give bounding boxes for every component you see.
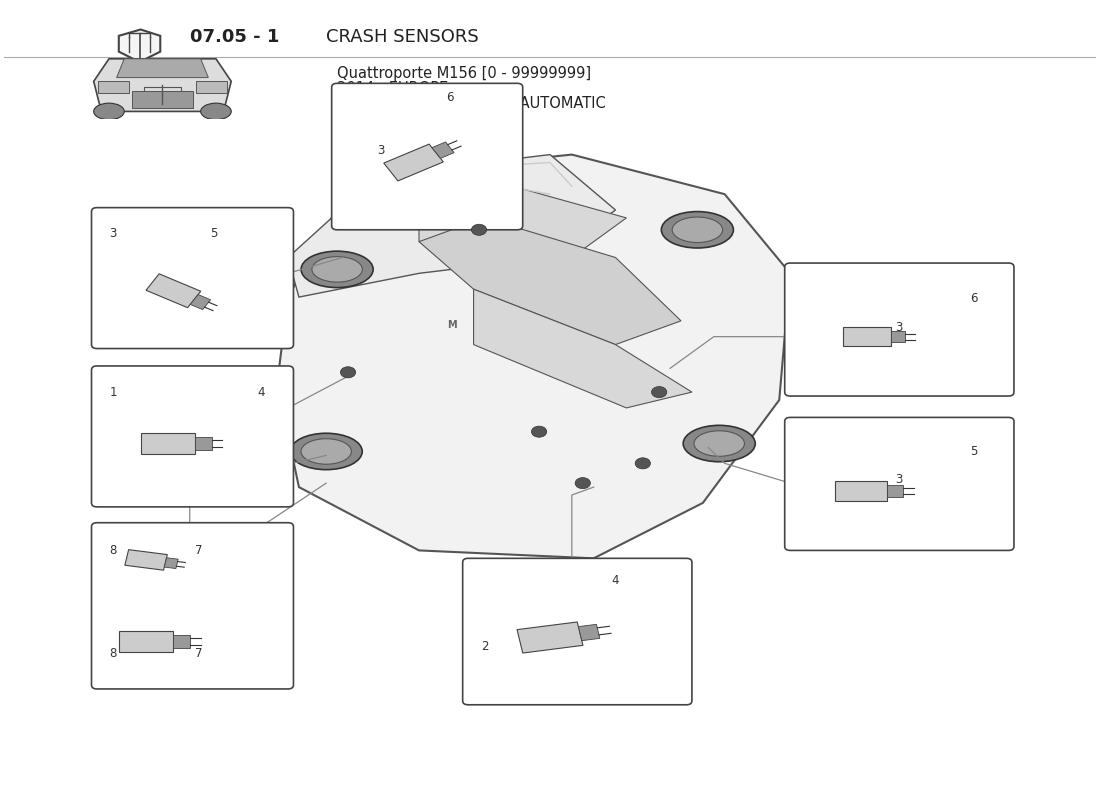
Text: 3.0 TDS V6 2WD 275 HP AUTOMATIC: 3.0 TDS V6 2WD 275 HP AUTOMATIC [337, 97, 606, 111]
FancyBboxPatch shape [784, 418, 1014, 550]
Text: 07.05 - 1: 07.05 - 1 [189, 29, 279, 46]
Polygon shape [146, 274, 200, 308]
Polygon shape [384, 144, 443, 181]
Circle shape [531, 426, 547, 438]
Polygon shape [843, 327, 891, 346]
Ellipse shape [301, 438, 351, 464]
Text: 2: 2 [481, 641, 488, 654]
Polygon shape [419, 178, 626, 266]
Ellipse shape [301, 251, 373, 287]
Text: 4: 4 [612, 574, 619, 587]
Circle shape [340, 366, 355, 378]
Polygon shape [164, 558, 178, 569]
FancyBboxPatch shape [91, 208, 294, 349]
Text: M: M [447, 320, 456, 330]
Polygon shape [888, 485, 903, 498]
Ellipse shape [683, 426, 756, 462]
FancyBboxPatch shape [91, 366, 294, 507]
Text: 1: 1 [110, 386, 117, 398]
Polygon shape [174, 635, 189, 648]
Ellipse shape [672, 217, 723, 242]
Text: 4: 4 [257, 386, 264, 398]
Text: 2014 - EUROPE: 2014 - EUROPE [337, 82, 449, 96]
Polygon shape [190, 294, 210, 310]
Text: 5: 5 [970, 445, 977, 458]
FancyBboxPatch shape [463, 558, 692, 705]
Ellipse shape [661, 211, 734, 248]
Polygon shape [277, 154, 790, 558]
Text: 3: 3 [895, 321, 903, 334]
Polygon shape [119, 631, 174, 652]
Text: 8: 8 [110, 647, 117, 660]
Circle shape [575, 478, 591, 489]
Text: 5: 5 [210, 227, 218, 240]
Polygon shape [579, 624, 600, 641]
Polygon shape [891, 331, 905, 342]
Text: 7: 7 [195, 544, 202, 557]
Text: 8: 8 [110, 544, 117, 557]
Text: 6: 6 [446, 91, 453, 104]
Polygon shape [517, 622, 583, 653]
Text: 3: 3 [895, 473, 903, 486]
Text: Quattroporte M156 [0 - 99999999]: Quattroporte M156 [0 - 99999999] [337, 66, 592, 82]
Ellipse shape [312, 257, 362, 282]
Text: 6: 6 [970, 292, 977, 305]
Ellipse shape [290, 434, 362, 470]
Circle shape [635, 458, 650, 469]
FancyBboxPatch shape [91, 522, 294, 689]
Text: CRASH SENSORS: CRASH SENSORS [327, 29, 478, 46]
FancyBboxPatch shape [332, 83, 522, 230]
Text: 3: 3 [377, 144, 385, 157]
Polygon shape [419, 218, 681, 345]
Text: 7: 7 [195, 647, 202, 660]
Polygon shape [195, 438, 211, 450]
Circle shape [472, 224, 486, 235]
Polygon shape [141, 434, 195, 454]
Polygon shape [474, 289, 692, 408]
Text: 3: 3 [110, 227, 117, 240]
Polygon shape [119, 30, 161, 62]
Circle shape [651, 386, 667, 398]
Polygon shape [432, 142, 454, 158]
Polygon shape [835, 481, 888, 502]
Ellipse shape [694, 430, 745, 456]
Polygon shape [124, 550, 167, 570]
Polygon shape [288, 154, 616, 297]
FancyBboxPatch shape [784, 263, 1014, 396]
